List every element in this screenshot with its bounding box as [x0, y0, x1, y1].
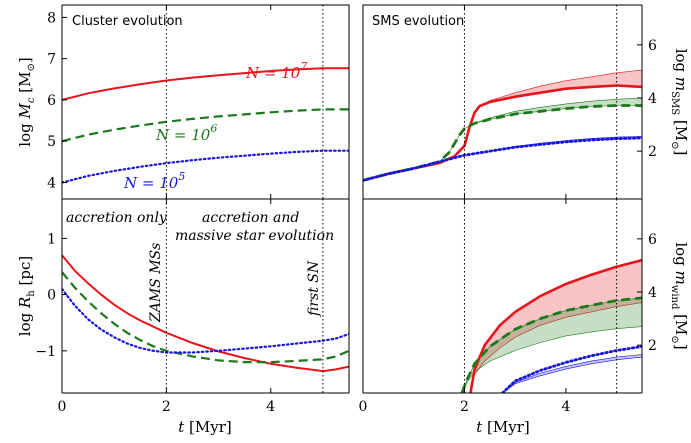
wind_mass-line-n105 — [501, 345, 642, 393]
y-label-cluster-mass: log Mc [M⊙] — [16, 57, 37, 146]
half_mass_radius-ytick-label: 1 — [47, 231, 56, 247]
half_mass_radius-ytick-label: −1 — [35, 344, 56, 360]
series-label-n1e7: N = 107 — [245, 60, 307, 82]
sms_mass-line-n105 — [363, 136, 642, 182]
sms_mass-ytick-label: 2 — [648, 144, 657, 160]
wind_mass-xtick-label: 2 — [460, 399, 469, 415]
half_mass_radius-xtick-label: 4 — [266, 399, 275, 415]
cluster_mass-ytick-label: 4 — [47, 175, 56, 191]
sms_mass-ytick-label: 6 — [648, 38, 657, 54]
sms_mass-band-n106 — [363, 97, 642, 181]
y-label-wind-mass: log mwind [M⊙] — [669, 242, 690, 349]
wind_mass-band-n105 — [502, 354, 642, 393]
wind_mass-line-n107 — [469, 258, 642, 393]
annotation-zams-mss: ZAMS MSs — [148, 243, 164, 323]
cluster_mass-ytick-label: 8 — [47, 10, 56, 26]
y-label-half-mass-radius: log Rh [pc] — [16, 256, 37, 336]
half_mass_radius-xtick-label: 0 — [58, 399, 67, 415]
cluster_mass-ytick-label: 6 — [47, 93, 56, 109]
wind_mass-ytick-label: 4 — [648, 285, 657, 301]
half_mass_radius-ytick-label: 0 — [47, 288, 56, 304]
annotation-accretion-only: accretion only — [66, 210, 168, 226]
wind_mass-frame — [362, 198, 643, 394]
cluster_mass-ytick-label: 5 — [47, 134, 56, 150]
cluster_mass-line-n105 — [62, 149, 349, 184]
wind_mass-ytick-label: 2 — [648, 338, 657, 354]
panel-title-sms: SMS evolution — [372, 14, 464, 29]
sms_mass-band-n105 — [363, 135, 642, 181]
wind_mass-xtick-label: 0 — [359, 399, 368, 415]
series-label-n1e6: N = 106 — [155, 122, 217, 144]
wind_mass-line-n106 — [460, 296, 642, 393]
sms_mass-ytick-label: 4 — [648, 91, 657, 107]
annotation-accretion-and: accretion and — [202, 210, 299, 226]
series-label-n1e5: N = 105 — [123, 170, 185, 192]
half_mass_radius-line-n107 — [62, 254, 349, 373]
wind_mass-ytick-label: 6 — [648, 232, 657, 248]
annotation-massive-star-evolution: massive star evolution — [175, 228, 334, 244]
sms_mass-line-n107 — [363, 84, 642, 182]
wind_mass-xtick-label: 4 — [561, 399, 570, 415]
half_mass_radius-frame — [61, 198, 350, 394]
x-label-right: t [Myr] — [476, 418, 530, 436]
half_mass_radius-line-n106 — [62, 271, 349, 364]
cluster_mass-ytick-label: 7 — [47, 52, 56, 68]
x-label-left: t [Myr] — [178, 418, 232, 436]
sms_mass-line-n106 — [363, 104, 642, 182]
panel-title-cluster: Cluster evolution — [72, 14, 183, 29]
cluster_mass-frame — [61, 4, 350, 200]
cluster_mass-line-n106 — [62, 108, 349, 143]
y-label-sms-mass: log mSMS [M⊙] — [669, 49, 690, 156]
annotation-first-sn: first SN — [306, 260, 322, 317]
half_mass_radius-xtick-label: 2 — [162, 399, 171, 415]
cluster_mass-line-n107 — [62, 67, 349, 101]
